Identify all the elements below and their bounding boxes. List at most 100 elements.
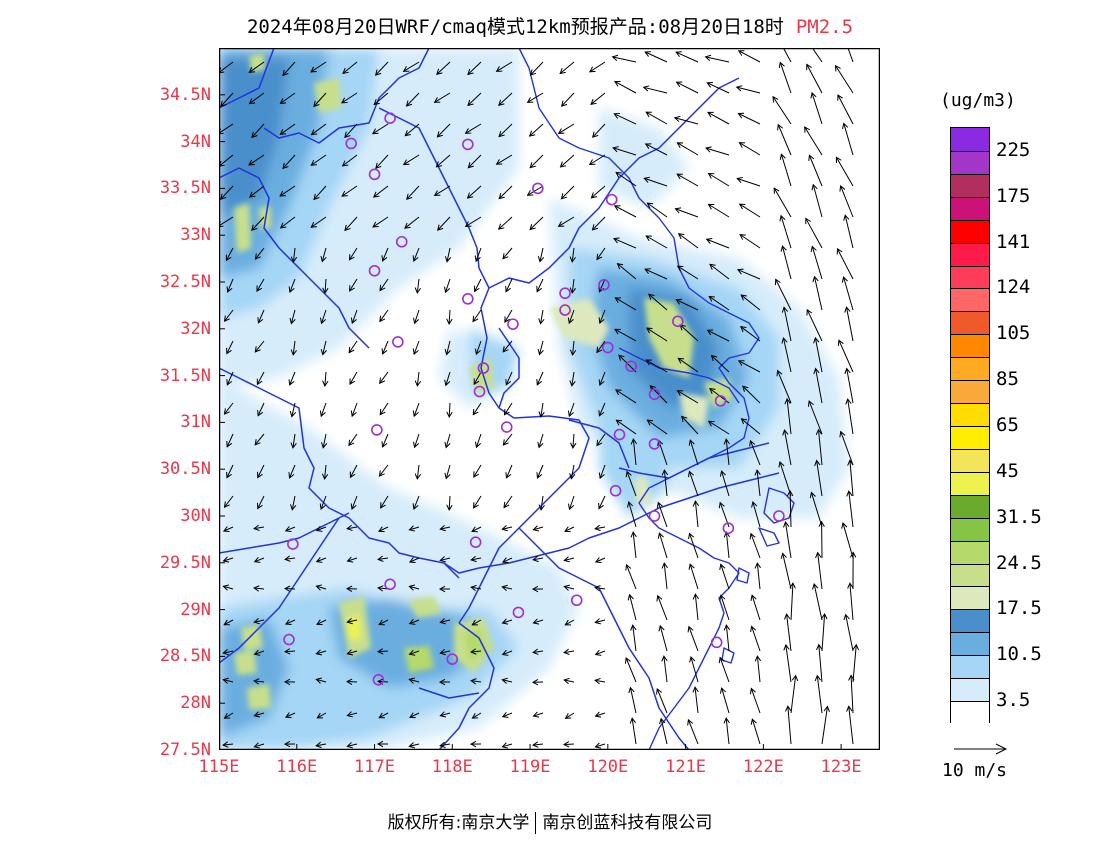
wind-arrow (315, 677, 327, 684)
legend-swatch (951, 380, 989, 404)
wind-arrow (473, 371, 482, 386)
wind-arrow (467, 61, 482, 76)
wind-arrow (594, 585, 606, 592)
wind-arrow (346, 618, 358, 625)
wind-arrow (253, 556, 265, 563)
wind-arrow (470, 648, 482, 655)
wind-arrow (674, 207, 699, 218)
title-main: 2024年08月20日WRF/cmaq模式12km预报产品:08月20日18时 (246, 16, 784, 38)
wind-arrow (557, 123, 575, 134)
wind-arrow (470, 584, 482, 592)
latitude-label: 30N (180, 506, 211, 526)
wind-arrow (346, 556, 358, 563)
wind-arrow (350, 495, 358, 511)
wind-arrow (439, 711, 451, 718)
wind-arrow (439, 556, 451, 563)
wind-arrow (785, 705, 792, 745)
wind-arrow (596, 247, 606, 261)
wind-arrow (818, 520, 825, 559)
wind-arrow (676, 173, 699, 187)
wind-arrow (779, 153, 792, 187)
station-marker (648, 438, 661, 450)
wind-arrow (657, 532, 668, 559)
wind-arrow (808, 154, 823, 187)
wind-arrow (283, 678, 296, 686)
wind-arrow (254, 433, 265, 446)
wind-arrow (537, 433, 544, 449)
wind-arrow (290, 247, 298, 263)
legend-swatch (951, 655, 989, 679)
station-marker (672, 315, 684, 328)
longitude-label: 123E (820, 757, 862, 777)
wind-arrow (469, 740, 482, 748)
wind-arrow (847, 48, 854, 63)
station-marker (345, 137, 357, 150)
wind-arrow (737, 112, 761, 125)
wind-arrow (433, 92, 451, 103)
wind-arrow (687, 470, 699, 497)
legend-swatch (951, 448, 989, 472)
wind-arrow (688, 563, 699, 590)
wind-arrow (569, 340, 577, 356)
wind-arrow (737, 50, 761, 63)
wind-arrow (811, 183, 823, 218)
wind-arrow (439, 741, 451, 749)
longitude-label: 117E (354, 757, 395, 777)
wind-arrow (774, 278, 792, 311)
wind-arrow (282, 154, 296, 170)
wind-arrow (349, 464, 358, 479)
wind-arrow (279, 123, 296, 136)
wind-arrow (643, 176, 668, 187)
wind-arrow (594, 649, 606, 656)
wind-arrow (319, 402, 327, 418)
wind-arrow (754, 469, 761, 497)
station-marker (368, 264, 381, 277)
wind-arrow (852, 643, 860, 683)
station-marker (384, 578, 396, 591)
wind-arrow (723, 624, 731, 652)
wind-arrow (813, 336, 823, 373)
wind-arrow (402, 61, 420, 72)
wind-arrow (466, 185, 482, 199)
station-marker (613, 428, 626, 441)
wind-arrow (807, 400, 823, 435)
wind-arrow (754, 562, 761, 590)
station-marker (605, 193, 618, 206)
wind-arrow (446, 495, 453, 512)
wind-arrow (256, 371, 265, 386)
wind-arrow (313, 185, 327, 201)
legend-swatch (951, 403, 989, 426)
wind-arrow (723, 438, 730, 466)
wind-arrow (226, 464, 234, 479)
legend-swatch (951, 196, 989, 220)
wind-arrow (675, 81, 699, 94)
wind-arrow (642, 85, 668, 94)
wind-arrow (257, 464, 265, 479)
wind-arrow (408, 742, 420, 749)
wind-arrow (708, 295, 730, 311)
wind-arrow (781, 337, 792, 373)
wind-arrow (256, 278, 265, 292)
wind-arrow (814, 459, 823, 497)
wind-arrow (474, 433, 482, 449)
wind-arrow (251, 216, 265, 232)
wind-arrow (532, 648, 544, 655)
wind-arrow (283, 740, 296, 748)
wind-arrow (414, 464, 422, 480)
wind-arrow (502, 247, 513, 260)
wind-arrow (776, 369, 792, 404)
wind-arrow (839, 430, 854, 466)
wind-arrow (772, 95, 792, 125)
wind-arrow (649, 385, 668, 404)
station-marker (287, 538, 299, 550)
wind-arrow (681, 415, 699, 435)
wind-arrow (408, 584, 420, 591)
wind-arrow (778, 460, 792, 497)
wind-arrow (501, 649, 513, 656)
wind-arrow (470, 678, 482, 685)
wind-arrow (750, 718, 761, 745)
wind-arrow (414, 278, 422, 294)
wind-arrow (805, 217, 823, 249)
wind-arrow (248, 61, 265, 73)
wind-arrow (290, 340, 297, 356)
